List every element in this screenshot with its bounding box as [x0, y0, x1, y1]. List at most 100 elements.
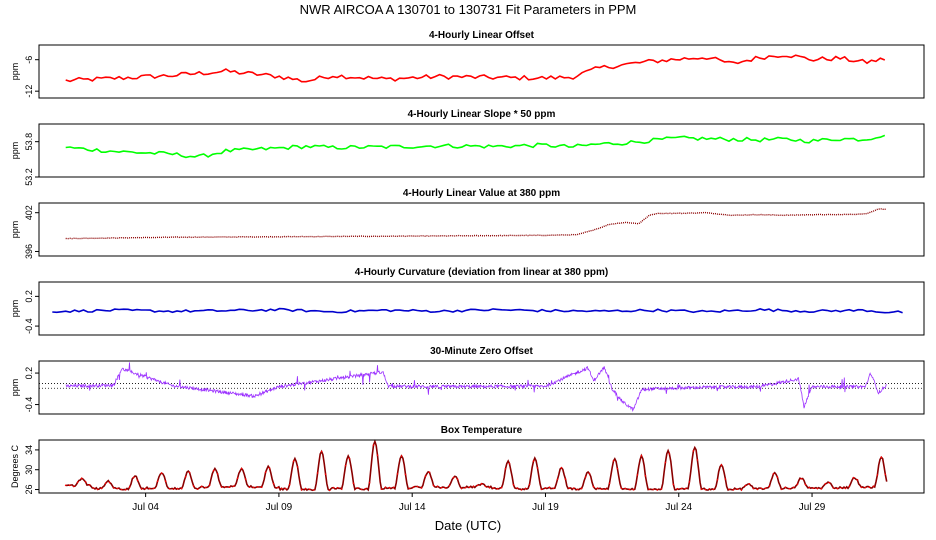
- data-point: [204, 486, 207, 489]
- y-tick-label: 0.2: [24, 290, 34, 303]
- data-point: [428, 471, 431, 474]
- data-point: [832, 487, 835, 489]
- panel-title: 4-Hourly Linear Value at 380 ppm: [403, 188, 560, 199]
- data-point: [424, 475, 427, 477]
- data-point: [396, 473, 399, 475]
- data-point: [640, 454, 643, 457]
- x-tick-label: Jul 19: [532, 502, 559, 513]
- data-point: [132, 476, 135, 479]
- data-point: [208, 484, 211, 486]
- data-point: [296, 466, 299, 468]
- data-point: [188, 471, 191, 474]
- data-point: [480, 482, 483, 485]
- series-line: [65, 134, 886, 159]
- data-point: [244, 478, 247, 480]
- data-point: [780, 488, 783, 491]
- y-tick-label: 396: [24, 244, 34, 259]
- data-point: [748, 483, 751, 485]
- data-point: [684, 487, 687, 490]
- data-point: [860, 486, 863, 489]
- data-point: [516, 487, 519, 489]
- data-point: [744, 484, 747, 487]
- panel-title: Box Temperature: [441, 425, 523, 436]
- data-point: [508, 462, 511, 465]
- data-point: [844, 487, 847, 490]
- data-point: [196, 488, 199, 490]
- data-point: [160, 472, 163, 474]
- panel-frame: [38, 439, 925, 494]
- data-point: [848, 485, 851, 488]
- data-point: [352, 482, 355, 485]
- panel-1: 4-Hourly Linear Offset ppm -6 -12: [10, 30, 925, 99]
- data-point: [836, 487, 839, 490]
- data-point: [404, 473, 407, 476]
- y-axis-label: Degrees C: [10, 444, 20, 488]
- data-point: [536, 467, 539, 469]
- data-point: [520, 489, 523, 491]
- data-point: [172, 488, 175, 490]
- data-point: [852, 476, 855, 479]
- data-point: [380, 488, 383, 490]
- data-point: [616, 467, 619, 470]
- panel-title: 4-Hourly Curvature (deviation from linea…: [355, 267, 608, 278]
- data-point: [592, 485, 595, 488]
- data-point: [672, 483, 675, 486]
- data-point: [600, 488, 603, 490]
- y-axis-label: ppm: [10, 300, 20, 318]
- data-point: [524, 487, 527, 490]
- series-line: [52, 307, 903, 314]
- data-point: [652, 488, 655, 491]
- data-point: [724, 478, 727, 480]
- data-point: [148, 487, 151, 490]
- data-point: [104, 482, 107, 485]
- data-point: [212, 469, 215, 472]
- y-tick-label: 0.2: [24, 367, 34, 380]
- data-point: [740, 489, 743, 491]
- panel-3: 4-Hourly Linear Value at 380 ppm ppm 402 39…: [10, 188, 925, 259]
- data-point: [216, 473, 219, 475]
- data-point: [532, 460, 535, 462]
- data-point: [100, 487, 103, 490]
- data-point: [228, 486, 231, 489]
- data-point: [752, 487, 755, 490]
- data-point: [488, 486, 491, 489]
- data-point: [676, 488, 679, 490]
- data-point: [828, 481, 831, 484]
- data-point: [768, 485, 771, 488]
- data-point: [496, 487, 499, 490]
- data-point: [644, 475, 647, 477]
- data-point: [872, 485, 875, 488]
- data-point: [416, 485, 419, 488]
- data-point: [276, 486, 279, 489]
- data-point: [408, 487, 411, 490]
- data-point: [124, 489, 127, 491]
- data-point: [128, 486, 131, 488]
- data-point: [756, 488, 759, 491]
- data-point: [796, 483, 799, 486]
- data-point: [764, 487, 767, 490]
- y-tick-label: 26: [24, 485, 34, 495]
- series-points: [64, 444, 887, 492]
- data-point: [304, 487, 307, 490]
- data-point: [812, 487, 815, 490]
- data-point: [472, 485, 475, 488]
- data-point: [260, 486, 263, 489]
- data-point: [324, 473, 327, 476]
- data-point: [180, 487, 183, 490]
- data-point: [300, 489, 303, 491]
- data-point: [596, 487, 599, 490]
- data-point: [560, 467, 563, 469]
- series-line: [65, 208, 887, 240]
- data-point: [708, 488, 711, 490]
- data-point: [220, 486, 223, 488]
- data-point: [348, 457, 351, 460]
- y-axis-label: ppm: [10, 142, 20, 160]
- y-tick-label: 30: [24, 465, 34, 475]
- data-point: [444, 487, 447, 489]
- data-point: [92, 487, 95, 489]
- data-point: [792, 486, 795, 489]
- data-point: [880, 456, 883, 459]
- data-point: [240, 467, 243, 470]
- data-point: [144, 487, 147, 490]
